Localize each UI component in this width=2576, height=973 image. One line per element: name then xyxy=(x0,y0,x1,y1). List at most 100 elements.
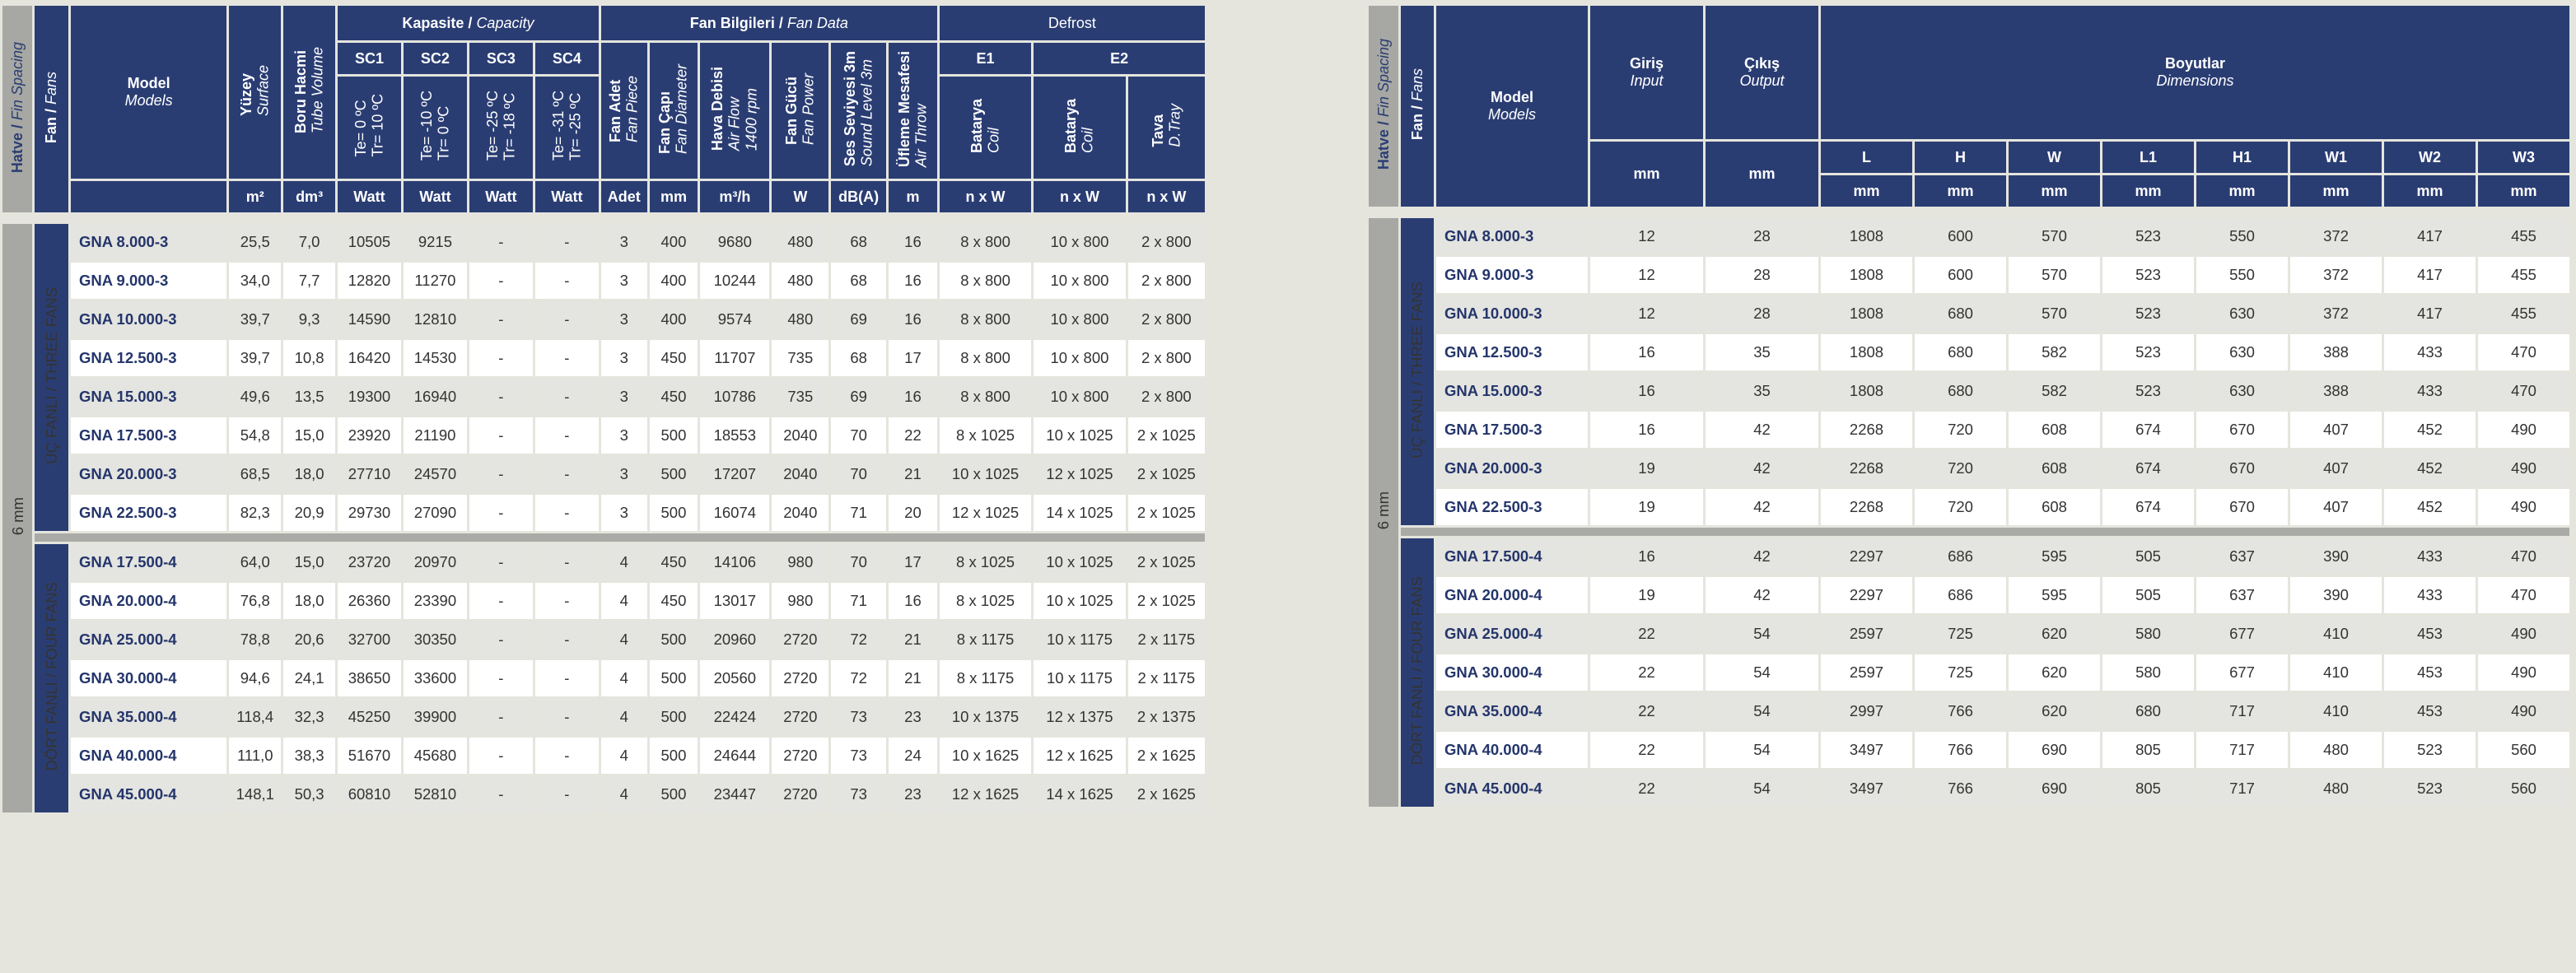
value-cell: 766 xyxy=(1915,770,2006,807)
value-cell: 4 xyxy=(600,660,647,696)
fan-diameter-header: Fan Çapı Fan Diameter xyxy=(649,43,698,179)
value-cell: 452 xyxy=(2384,450,2476,486)
value-cell: 2 x 1375 xyxy=(1127,699,1205,735)
value-cell: 980 xyxy=(772,583,829,619)
value-cell: 450 xyxy=(649,583,698,619)
value-cell: 400 xyxy=(649,224,698,260)
value-cell: 2 x 1025 xyxy=(1127,544,1205,580)
value-cell: 69 xyxy=(831,301,887,338)
dim-unit: mm xyxy=(2009,175,2100,207)
value-cell: 490 xyxy=(2478,616,2570,652)
value-cell: 637 xyxy=(2196,538,2288,575)
dim-letter: W xyxy=(2009,142,2100,173)
dim-letter: W1 xyxy=(2290,142,2382,173)
value-cell: 12 xyxy=(1590,218,1703,254)
value-cell: 54 xyxy=(1706,693,1818,729)
value-cell: 21 xyxy=(889,622,937,658)
value-cell: 550 xyxy=(2196,257,2288,293)
value-cell: 523 xyxy=(2102,296,2194,332)
value-cell: - xyxy=(469,699,533,735)
value-cell: - xyxy=(534,263,599,299)
value-cell: 10 x 1025 xyxy=(1034,544,1126,580)
value-cell: - xyxy=(469,495,533,531)
value-cell: 64,0 xyxy=(229,544,282,580)
value-cell: 71 xyxy=(831,583,887,619)
model-cell: GNA 25.000-4 xyxy=(70,622,227,658)
value-cell: 2 x 1025 xyxy=(1127,495,1205,531)
value-cell: 725 xyxy=(1915,654,2006,691)
value-cell: 680 xyxy=(1915,334,2006,370)
value-cell: 19300 xyxy=(337,379,401,415)
sc4-header: SC4 xyxy=(534,43,599,74)
input-header: Giriş Input xyxy=(1590,6,1703,139)
fan-power-header: Fan Gücü Fan Power xyxy=(772,43,829,179)
value-cell: 480 xyxy=(772,263,829,299)
value-cell: 8 x 800 xyxy=(939,379,1032,415)
dim-letter: L1 xyxy=(2102,142,2194,173)
fan-group-name: ÜÇ FANLI xyxy=(1408,389,1426,459)
value-cell: 70 xyxy=(831,544,887,580)
model-cell: GNA 17.500-4 xyxy=(70,544,227,580)
value-cell: 118,4 xyxy=(229,699,282,735)
value-cell: 407 xyxy=(2290,450,2382,486)
value-cell: 2720 xyxy=(772,776,829,812)
value-cell: - xyxy=(534,456,599,492)
model-cell: GNA 17.500-3 xyxy=(70,417,227,454)
value-cell: 2 x 1175 xyxy=(1127,660,1205,696)
value-cell: 735 xyxy=(772,340,829,376)
model-cell: GNA 30.000-4 xyxy=(1436,654,1588,691)
model-cell: GNA 22.500-3 xyxy=(1436,489,1588,525)
value-cell: 45680 xyxy=(403,738,467,774)
value-cell: 22 xyxy=(1590,732,1703,768)
value-cell: 480 xyxy=(2290,732,2382,768)
value-cell: 3 xyxy=(600,495,647,531)
value-cell: 7,7 xyxy=(283,263,335,299)
value-cell: 24 xyxy=(889,738,937,774)
dim-unit: mm xyxy=(1915,175,2006,207)
value-cell: 400 xyxy=(649,263,698,299)
value-cell: 2297 xyxy=(1821,538,1912,575)
table-row: GNA 20.000-3 19 42 2268 720 608 674 670 407 452 49… xyxy=(1369,450,2570,486)
value-cell: 15,0 xyxy=(283,417,335,454)
value-cell: 372 xyxy=(2290,296,2382,332)
value-cell: 470 xyxy=(2478,334,2570,370)
value-cell: 68,5 xyxy=(229,456,282,492)
value-cell: 45250 xyxy=(337,699,401,735)
value-cell: 15,0 xyxy=(283,544,335,580)
value-cell: 2040 xyxy=(772,417,829,454)
value-cell: 2720 xyxy=(772,738,829,774)
output-header: Çıkış Output xyxy=(1706,6,1818,139)
value-cell: 433 xyxy=(2384,373,2476,409)
value-cell: 490 xyxy=(2478,450,2570,486)
value-cell: 470 xyxy=(2478,373,2570,409)
dimensions-table: Hatve / Fin Spacing Fan / Fans Model Mode… xyxy=(1366,3,2572,809)
value-cell: 16 xyxy=(889,263,937,299)
value-cell: 582 xyxy=(2009,334,2100,370)
value-cell: 28 xyxy=(1706,296,1818,332)
fan-group-name: DÖRT FANLI xyxy=(1408,676,1426,766)
model-cell: GNA 20.000-4 xyxy=(1436,577,1588,613)
value-cell: 10 x 1025 xyxy=(1034,583,1126,619)
value-cell: 600 xyxy=(1915,257,2006,293)
dim-letter: H1 xyxy=(2196,142,2288,173)
model-unit xyxy=(70,181,227,212)
value-cell: 12 x 1025 xyxy=(939,495,1032,531)
value-cell: 2720 xyxy=(772,660,829,696)
value-cell: 3497 xyxy=(1821,770,1912,807)
value-cell: 2997 xyxy=(1821,693,1912,729)
fan-group-separator: / xyxy=(43,382,61,396)
value-cell: - xyxy=(534,379,599,415)
value-cell: 8 x 800 xyxy=(939,301,1032,338)
value-cell: 670 xyxy=(2196,412,2288,448)
value-cell: 68 xyxy=(831,340,887,376)
hatve-header: Hatve / Fin Spacing xyxy=(2,6,33,212)
fan-group-separator: / xyxy=(1408,376,1426,390)
value-cell: 34,0 xyxy=(229,263,282,299)
model-cell: GNA 45.000-4 xyxy=(1436,770,1588,807)
model-cell: GNA 10.000-3 xyxy=(70,301,227,338)
value-cell: 78,8 xyxy=(229,622,282,658)
value-cell: 16420 xyxy=(337,340,401,376)
fan-group-separator: / xyxy=(1408,663,1426,676)
table-row: GNA 10.000-3 12 28 1808 680 570 523 630 372 417 45… xyxy=(1369,296,2570,332)
table-row: GNA 10.000-3 39,7 9,3 14590 12810- -3 400 9574 4… xyxy=(2,301,1205,338)
